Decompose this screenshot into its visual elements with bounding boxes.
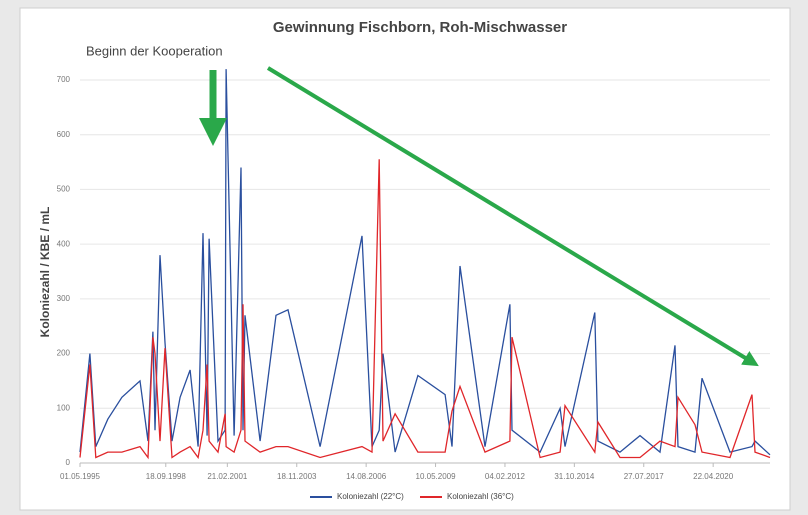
- annotation: Beginn der Kooperation: [86, 43, 223, 58]
- x-tick-label: 18.11.2003: [277, 472, 317, 481]
- y-tick-label: 300: [57, 294, 71, 303]
- y-tick-label: 0: [66, 458, 71, 467]
- x-tick-label: 21.02.2001: [207, 472, 248, 481]
- x-tick-label: 27.07.2017: [624, 472, 665, 481]
- x-tick-label: 18.09.1998: [146, 472, 187, 481]
- y-tick-label: 200: [57, 349, 71, 358]
- x-tick-label: 04.02.2012: [485, 472, 526, 481]
- y-axis-label: Koloniezahl / KBE / mL: [38, 207, 52, 338]
- series-line: [79, 159, 771, 460]
- x-tick-label: 01.05.1995: [60, 472, 101, 481]
- legend-label: Koloniezahl (36°C): [447, 492, 514, 501]
- y-tick-label: 400: [57, 239, 71, 248]
- plot-area: 0 100 200 300 400 500 600 700 01.05.1995 18.09.19…: [57, 69, 771, 481]
- y-tick-label: 100: [57, 403, 71, 412]
- trend-arrow: [266, 66, 759, 367]
- x-tick-label: 22.04.2020: [693, 472, 734, 481]
- chart-title: Gewinnung Fischborn, Roh-Mischwasser: [273, 19, 567, 36]
- y-tick-label: 700: [57, 75, 71, 84]
- chart-background: [19, 7, 791, 511]
- y-tick-label: 600: [57, 130, 71, 139]
- x-tick-label: 14.08.2006: [346, 472, 387, 481]
- x-tick-label: 10.05.2009: [416, 472, 457, 481]
- y-tick-label: 500: [57, 185, 71, 194]
- legend: Koloniezahl (22°C) Koloniezahl (36°C): [310, 492, 514, 501]
- legend-label: Koloniezahl (22°C): [337, 492, 404, 501]
- series-line: [79, 69, 771, 456]
- x-tick-label: 31.10.2014: [554, 472, 595, 481]
